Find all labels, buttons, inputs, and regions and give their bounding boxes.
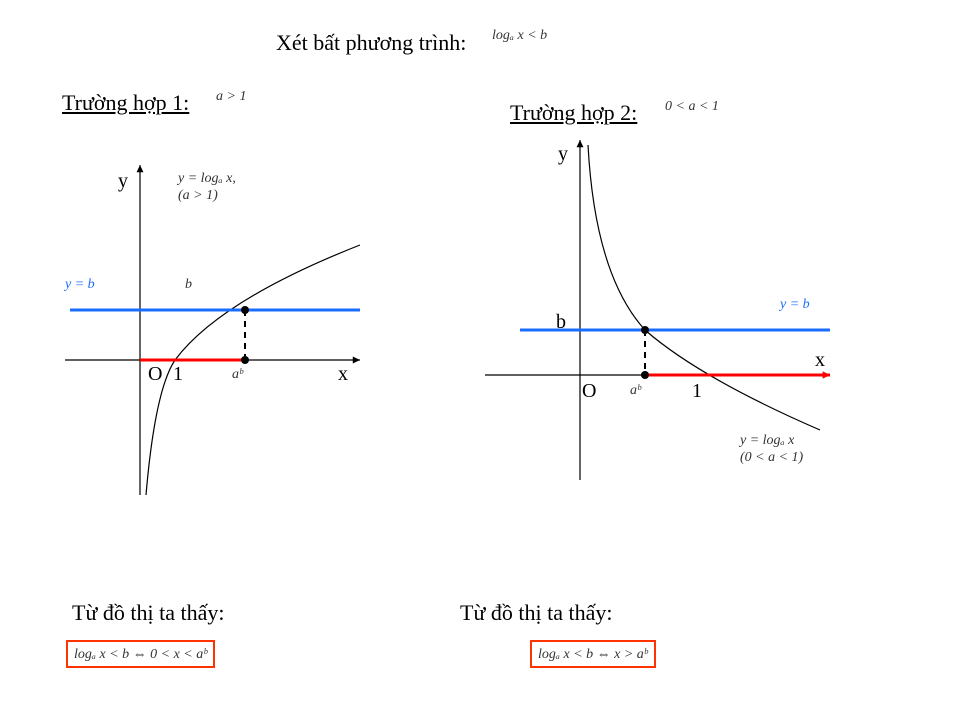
case1-curve-label1: y = logₐ x,	[178, 171, 236, 187]
case1-curve-label2: (a > 1)	[178, 188, 218, 204]
case1-one: 1	[173, 363, 183, 386]
case1-label: Trường hợp 1:	[62, 90, 189, 116]
case1-b-label: b	[185, 277, 192, 293]
case2-one: 1	[692, 380, 702, 403]
case1-conclusion-prefix: Từ đồ thị ta thấy:	[72, 600, 224, 626]
case2-result: logₐ x < b ⇔ x > aᵇ	[538, 647, 648, 662]
case2-chart: y x O 1 aᵇ y = b b y = logₐ x (0 < a < 1…	[480, 135, 840, 485]
case2-curve-label2: (0 < a < 1)	[740, 450, 803, 466]
case2-curve-label1: y = logₐ x	[740, 433, 794, 449]
case1-x-label: x	[338, 363, 348, 386]
title-formula: logₐ x < b	[492, 28, 547, 44]
case1-condition: a > 1	[216, 89, 246, 105]
case2-conclusion-prefix: Từ đồ thị ta thấy:	[460, 600, 612, 626]
case2-ab: aᵇ	[630, 383, 641, 399]
case2-y-label: y	[558, 143, 568, 166]
case2-b-label: b	[556, 311, 566, 334]
case1-result-box: logₐ x < b ⇔ 0 < x < aᵇ	[66, 640, 215, 668]
case2-result-box: logₐ x < b ⇔ x > aᵇ	[530, 640, 656, 668]
case2-x-label: x	[815, 349, 825, 372]
case2-condition: 0 < a < 1	[665, 99, 719, 115]
case2-hline-label: y = b	[780, 297, 810, 313]
case2-origin: O	[582, 380, 596, 403]
case1-origin: O	[148, 363, 162, 386]
case1-ab: aᵇ	[232, 367, 243, 383]
case1-hline-label: y = b	[65, 277, 95, 293]
case2-label: Trường hợp 2:	[510, 100, 637, 126]
case1-chart: y x O 1 aᵇ y = b b y = logₐ x, (a > 1)	[60, 160, 380, 500]
case1-result: logₐ x < b ⇔ 0 < x < aᵇ	[74, 647, 207, 662]
case1-y-label: y	[118, 170, 128, 193]
title-prefix: Xét bất phương trình:	[276, 30, 466, 56]
